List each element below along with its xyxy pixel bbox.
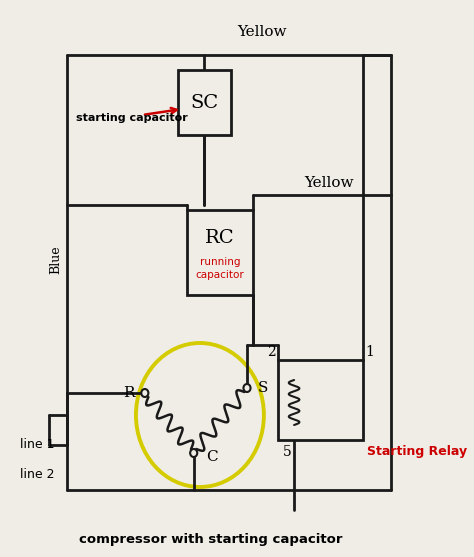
Circle shape bbox=[244, 384, 251, 392]
Circle shape bbox=[141, 389, 148, 397]
Text: Yellow: Yellow bbox=[304, 176, 354, 190]
Text: line 1: line 1 bbox=[19, 438, 54, 452]
Text: compressor with starting capacitor: compressor with starting capacitor bbox=[79, 534, 342, 546]
Text: C: C bbox=[206, 450, 218, 464]
Text: Starting Relay: Starting Relay bbox=[367, 445, 467, 458]
Text: Blue: Blue bbox=[49, 246, 63, 274]
Text: SC: SC bbox=[190, 94, 219, 111]
Text: RC: RC bbox=[205, 229, 235, 247]
Bar bbox=[187, 210, 253, 295]
Text: Yellow: Yellow bbox=[237, 25, 287, 39]
Text: line 2: line 2 bbox=[19, 468, 54, 481]
Text: S: S bbox=[258, 381, 268, 395]
Text: 5: 5 bbox=[283, 445, 292, 459]
Text: capacitor: capacitor bbox=[196, 270, 244, 280]
Text: 2: 2 bbox=[266, 345, 275, 359]
Text: running: running bbox=[200, 257, 240, 267]
Text: R: R bbox=[123, 386, 134, 400]
Text: starting capacitor: starting capacitor bbox=[75, 113, 187, 123]
Bar bbox=[278, 360, 363, 440]
Bar bbox=[178, 70, 231, 135]
Text: 1: 1 bbox=[365, 345, 374, 359]
Circle shape bbox=[190, 449, 197, 457]
